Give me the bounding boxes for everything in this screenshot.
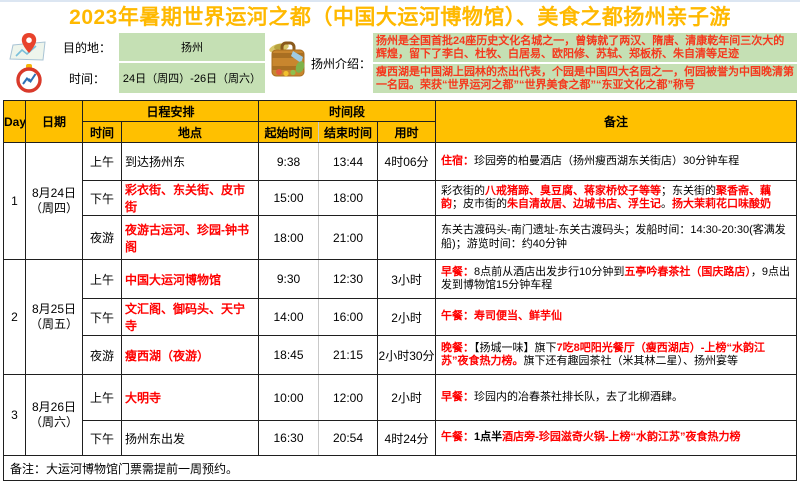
window-top-strip (0, 0, 800, 2)
cell-slot: 夜游 (82, 215, 122, 260)
info-left: 目的地： 扬州 时间： 24日（周四）-26日（周六） (3, 33, 265, 93)
suitcase-icon (267, 39, 309, 88)
cell-duration: 3小时 (377, 259, 437, 299)
header-end: 结束时间 (318, 121, 379, 143)
cell-remark: 东关古渡码头-南门遗址-东关古渡码头；发船时间：14:30-20:30(客满发船… (435, 215, 797, 260)
cell-remark: 住宿：珍园旁的柏曼酒店（扬州瘦西湖东关街店）30分钟车程 (435, 142, 797, 181)
header-schedule-time: 时间 (82, 121, 122, 143)
cell-remark: 早餐：8点前从酒店出发步行10分钟到五亭吟春茶社（国庆路店），9点出发到博物馆1… (435, 259, 797, 299)
time-value: 24日（周四）-26日（周六） (119, 63, 265, 93)
cell-end-time: 20:54 (318, 420, 379, 456)
cell-remark: 晚餐：【扬城一味】旗下7吃8吧阳光餐厅（瘦西湖店）-上榜“水韵江苏”夜食热力榜。… (435, 335, 797, 375)
cell-slot: 夜游 (82, 335, 122, 375)
time-row: 时间： 24日（周四）-26日（周六） (3, 63, 265, 93)
cell-start-time: 18:00 (258, 215, 320, 260)
cell-duration: 2小时 (377, 374, 437, 421)
table-row: 夜游 夜游古运河、珍园-钟书阁 18:00 21:00 东关古渡码头-南门遗址-… (4, 215, 797, 260)
table-row: 下午 扬州东出发 16:30 20:54 4时24分 午餐：1点半酒店旁-珍园滋… (4, 420, 797, 456)
cell-location: 中国大运河博物馆 (120, 259, 260, 299)
cell-duration: 2小时 (377, 298, 437, 336)
header-schedule: 日程安排 (81, 100, 260, 122)
destination-value: 扬州 (119, 33, 265, 61)
table-row: 1 8月24日 （周四） 上午 到达扬州东 9:38 13:44 4时06分 住… (3, 142, 797, 260)
cell-start-time: 15:00 (258, 180, 320, 216)
table-row: 下午 文汇阁、御码头、天宁寺 14:00 16:00 2小时 午餐：寿司便当、鲜… (4, 298, 797, 336)
page-title: 2023年暑期世界运河之都（中国大运河博物馆）、美食之都扬州亲子游 (69, 6, 731, 29)
day-date: 8月26日 （周六） (25, 374, 83, 456)
header-period: 时间段 (258, 100, 437, 122)
cell-duration (377, 215, 437, 260)
cell-location: 瘦西湖（夜游） (120, 335, 260, 375)
day-date: 8月25日 （周五） (25, 259, 83, 375)
spacer (0, 93, 800, 100)
cell-location: 到达扬州东 (120, 142, 260, 181)
cell-start-time: 9:38 (258, 142, 320, 181)
itinerary-table: Day 日期 日程安排 时间段 备注 时间 地点 起始时间 结束时间 用时 1 … (3, 100, 797, 481)
header-start: 起始时间 (258, 121, 320, 143)
cell-duration: 4时24分 (377, 420, 437, 456)
cell-slot: 下午 (82, 180, 122, 216)
day-number: 2 (3, 259, 26, 375)
cell-end-time: 13:44 (318, 142, 379, 181)
header-day: Day (3, 100, 26, 143)
destination-label: 目的地： (62, 40, 111, 55)
header-schedule-place: 地点 (120, 121, 260, 143)
day-date: 8月24日 （周四） (25, 142, 83, 260)
intro-label: 扬州介绍： (310, 56, 371, 71)
cell-end-time: 21:15 (318, 335, 379, 375)
cell-location: 大明寺 (120, 374, 260, 421)
cell-end-time: 21:00 (318, 215, 379, 260)
cell-start-time: 18:45 (258, 335, 320, 375)
cell-duration (377, 180, 437, 216)
table-row: 下午 彩衣街、东关街、皮市街 15:00 18:00 彩衣街的八戒猪蹄、臭豆腐、… (4, 180, 797, 216)
map-pin-icon (3, 33, 55, 61)
header-date: 日期 (25, 100, 83, 143)
cell-slot: 下午 (82, 420, 122, 456)
cell-location: 夜游古运河、珍园-钟书阁 (120, 215, 260, 260)
cell-remark: 午餐：寿司便当、鲜芋仙 (435, 298, 797, 336)
intro-paragraph-2: 瘦西湖是中国湖上园林的杰出代表，个园是中国四大名园之一，何园被誉为中国晚清第一名… (373, 64, 797, 93)
day-number: 3 (3, 374, 26, 456)
cell-location: 文汇阁、御码头、天宁寺 (120, 298, 260, 336)
cell-remark: 早餐：珍园内的冶春茶社排长队，去了北柳酒肆。 (435, 374, 797, 421)
cell-start-time: 10:00 (258, 374, 320, 421)
table-header: Day 日期 日程安排 时间段 备注 时间 地点 起始时间 结束时间 用时 (3, 100, 797, 143)
cell-end-time: 12:30 (318, 259, 379, 299)
cell-start-time: 16:30 (258, 420, 320, 456)
intro-paragraph-1: 扬州是全国首批24座历史文化名城之一，曾铸就了两汉、隋唐、清康乾年间三次大的辉煌… (373, 33, 797, 62)
cell-remark: 彩衣街的八戒猪蹄、臭豆腐、蒋家桥饺子等等；东关街的聚香斋、藕韵；皮市街的朱自清故… (435, 180, 797, 216)
cell-location: 扬州东出发 (120, 420, 260, 456)
cell-slot: 上午 (82, 259, 122, 299)
table-row: 3 8月26日 （周六） 上午 大明寺 10:00 12:00 2小时 早餐：珍… (3, 374, 797, 456)
cell-slot: 上午 (82, 142, 122, 181)
footer-note: 备注：大运河博物馆门票需提前一周预约。 (3, 455, 797, 481)
intro-label-area: 扬州介绍： (265, 33, 373, 93)
cell-duration: 4时06分 (377, 142, 437, 181)
cell-start-time: 14:00 (258, 298, 320, 336)
cell-end-time: 12:00 (318, 374, 379, 421)
cell-end-time: 18:00 (318, 180, 379, 216)
cell-remark: 午餐：1点半酒店旁-珍园滋奇火锅-上榜“水韵江苏”夜食热力榜 (435, 420, 797, 456)
info-band: 目的地： 扬州 时间： 24日（周四）-26日（周六） (3, 33, 797, 93)
time-label: 时间： (68, 71, 105, 86)
intro-text-area: 扬州是全国首批24座历史文化名城之一，曾铸就了两汉、隋唐、清康乾年间三次大的辉煌… (373, 33, 797, 93)
table-row: 夜游 瘦西湖（夜游） 18:45 21:15 2小时30分 晚餐：【扬城一味】旗… (4, 335, 797, 375)
table-footer-row: 备注：大运河博物馆门票需提前一周预约。 (3, 455, 797, 481)
cell-end-time: 16:00 (318, 298, 379, 336)
destination-row: 目的地： 扬州 (3, 33, 265, 61)
header-remark: 备注 (435, 100, 797, 143)
header-duration: 用时 (377, 121, 437, 143)
cell-location: 彩衣街、东关街、皮市街 (120, 180, 260, 216)
day-number: 1 (3, 142, 26, 260)
cell-start-time: 9:30 (258, 259, 320, 299)
cell-slot: 下午 (82, 298, 122, 336)
cell-duration: 2小时30分 (377, 335, 437, 375)
cell-slot: 上午 (82, 374, 122, 421)
compass-clock-icon (3, 63, 55, 93)
table-row: 2 8月25日 （周五） 上午 中国大运河博物馆 9:30 12:30 3小时 … (3, 259, 797, 375)
